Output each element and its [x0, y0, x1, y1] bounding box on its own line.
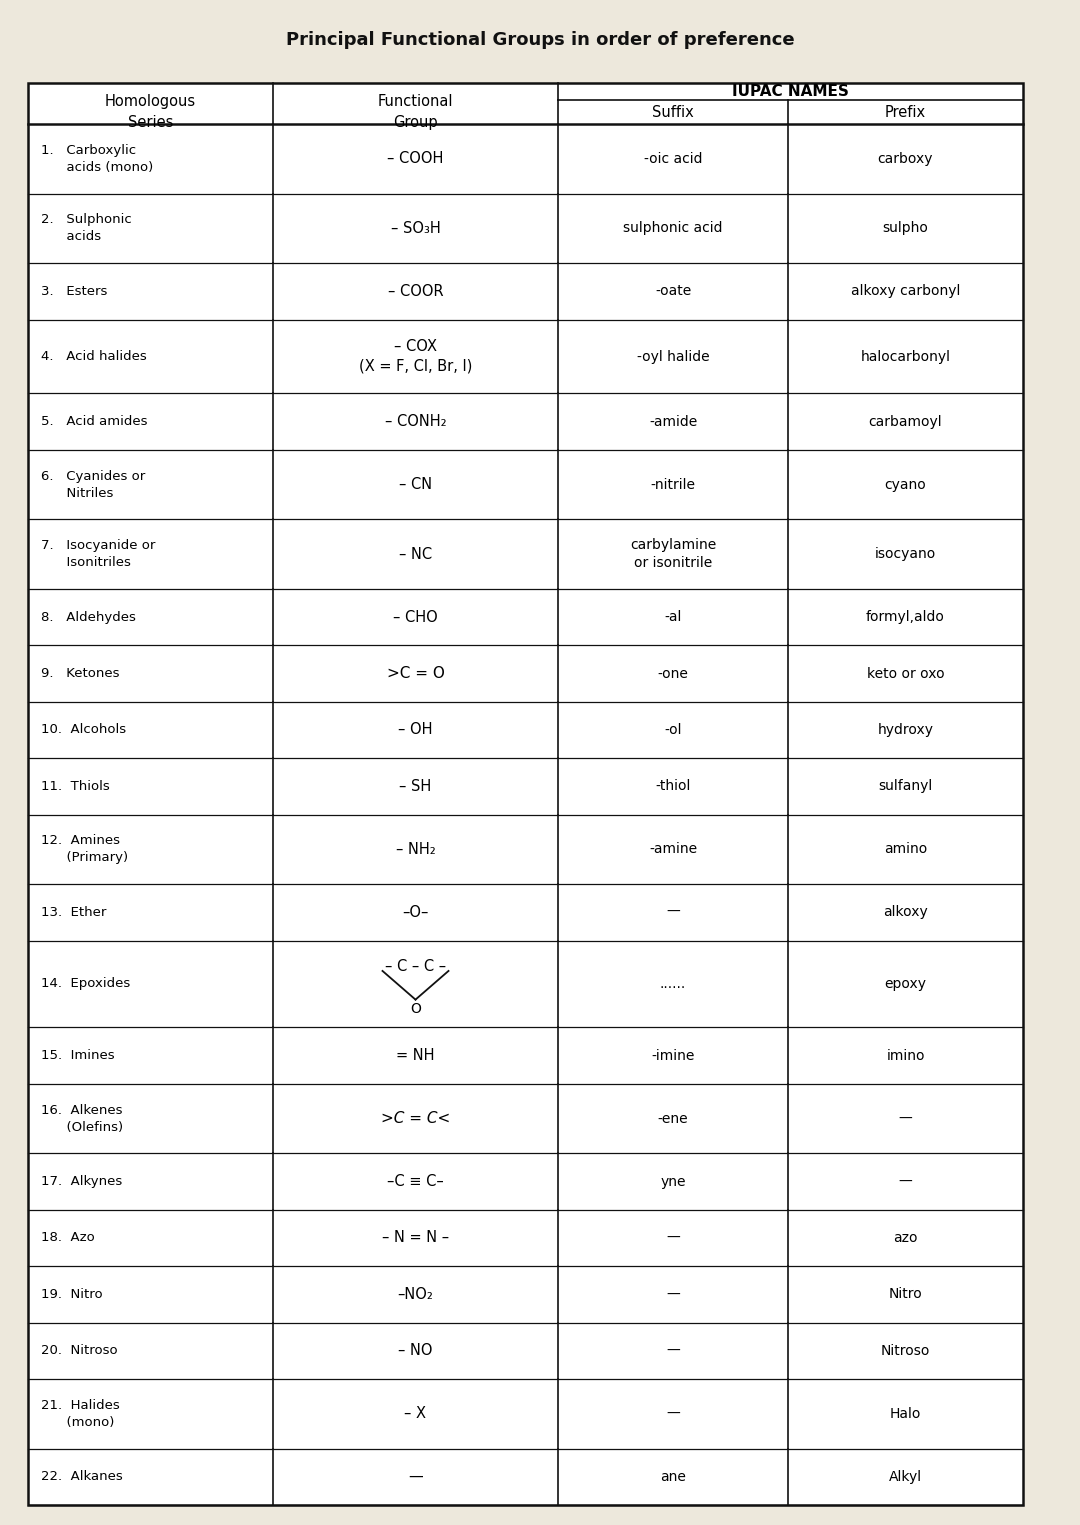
- Text: -nitrile: -nitrile: [650, 477, 696, 491]
- Text: ......: ......: [660, 978, 686, 991]
- Text: 20.  Nitroso: 20. Nitroso: [41, 1345, 118, 1357]
- Text: – N = N –: – N = N –: [382, 1231, 449, 1246]
- Text: carbylamine
or isonitrile: carbylamine or isonitrile: [630, 538, 716, 570]
- Text: —: —: [899, 1174, 913, 1188]
- Text: -ene: -ene: [658, 1112, 688, 1125]
- Text: sulfanyl: sulfanyl: [878, 779, 933, 793]
- Text: -ol: -ol: [664, 723, 681, 737]
- Text: 15.  Imines: 15. Imines: [41, 1049, 114, 1061]
- Text: –NO₂: –NO₂: [397, 1287, 433, 1302]
- Text: 13.  Ether: 13. Ether: [41, 906, 106, 920]
- Text: azo: azo: [893, 1231, 918, 1244]
- Text: – COX
(X = F, Cl, Br, I): – COX (X = F, Cl, Br, I): [359, 339, 472, 374]
- Text: keto or oxo: keto or oxo: [866, 666, 944, 680]
- Text: carboxy: carboxy: [878, 152, 933, 166]
- Text: formyl,aldo: formyl,aldo: [866, 610, 945, 624]
- Text: Halo: Halo: [890, 1408, 921, 1421]
- Text: cyano: cyano: [885, 477, 927, 491]
- Text: -al: -al: [664, 610, 681, 624]
- Text: carbamoyl: carbamoyl: [868, 415, 943, 429]
- Text: hydroxy: hydroxy: [877, 723, 933, 737]
- Text: 6.   Cyanides or
      Nitriles: 6. Cyanides or Nitriles: [41, 470, 145, 500]
- Text: – CN: – CN: [399, 477, 432, 493]
- Text: isocyano: isocyano: [875, 547, 936, 561]
- Text: epoxy: epoxy: [885, 978, 927, 991]
- Text: Nitro: Nitro: [889, 1287, 922, 1301]
- Text: 22.  Alkanes: 22. Alkanes: [41, 1470, 123, 1484]
- Text: alkoxy: alkoxy: [883, 906, 928, 920]
- Text: – SO₃H: – SO₃H: [391, 221, 441, 236]
- Text: 21.  Halides
      (mono): 21. Halides (mono): [41, 1398, 120, 1429]
- Text: -amine: -amine: [649, 842, 697, 857]
- Text: 2.   Sulphonic
      acids: 2. Sulphonic acids: [41, 214, 132, 244]
- Text: —: —: [666, 1344, 680, 1357]
- Text: -one: -one: [658, 666, 688, 680]
- Text: —: —: [666, 906, 680, 920]
- Text: —: —: [899, 1112, 913, 1125]
- Text: – OH: – OH: [399, 723, 433, 738]
- Text: Nitroso: Nitroso: [881, 1344, 930, 1357]
- Text: 3.   Esters: 3. Esters: [41, 285, 107, 297]
- Text: 5.   Acid amides: 5. Acid amides: [41, 415, 148, 429]
- Text: -amide: -amide: [649, 415, 697, 429]
- Text: 1.   Carboxylic
      acids (mono): 1. Carboxylic acids (mono): [41, 143, 153, 174]
- Text: >C = O: >C = O: [387, 666, 445, 682]
- Text: 16.  Alkenes
      (Olefins): 16. Alkenes (Olefins): [41, 1104, 123, 1133]
- Text: 17.  Alkynes: 17. Alkynes: [41, 1176, 122, 1188]
- Text: 11.  Thiols: 11. Thiols: [41, 779, 110, 793]
- Text: – SH: – SH: [400, 779, 432, 795]
- Text: ane: ane: [660, 1470, 686, 1484]
- Text: 9.   Ketones: 9. Ketones: [41, 666, 120, 680]
- Text: 14.  Epoxides: 14. Epoxides: [41, 978, 131, 990]
- Text: -oyl halide: -oyl halide: [637, 349, 710, 363]
- Text: IUPAC NAMES: IUPAC NAMES: [732, 84, 849, 99]
- Text: sulphonic acid: sulphonic acid: [623, 221, 723, 235]
- Text: amino: amino: [883, 842, 927, 857]
- Text: – NC: – NC: [399, 546, 432, 561]
- Text: – X: – X: [405, 1406, 427, 1421]
- Text: Prefix: Prefix: [885, 105, 926, 120]
- Text: -oate: -oate: [654, 285, 691, 299]
- Text: – NH₂: – NH₂: [395, 842, 435, 857]
- Text: —: —: [408, 1469, 423, 1484]
- Text: Suffix: Suffix: [652, 105, 693, 120]
- Text: Homologous
Series: Homologous Series: [105, 95, 197, 130]
- Text: = NH: = NH: [396, 1048, 435, 1063]
- Text: – COOH: – COOH: [388, 151, 444, 166]
- Text: 18.  Azo: 18. Azo: [41, 1232, 95, 1244]
- Text: Principal Functional Groups in order of preference: Principal Functional Groups in order of …: [286, 30, 794, 49]
- Text: – COOR: – COOR: [388, 284, 443, 299]
- Text: – NO: – NO: [399, 1344, 433, 1359]
- Text: -imine: -imine: [651, 1049, 694, 1063]
- Text: —: —: [666, 1408, 680, 1421]
- Text: halocarbonyl: halocarbonyl: [861, 349, 950, 363]
- Text: Functional
Group: Functional Group: [378, 95, 454, 130]
- Text: alkoxy carbonyl: alkoxy carbonyl: [851, 285, 960, 299]
- Text: 4.   Acid halides: 4. Acid halides: [41, 351, 147, 363]
- Text: —: —: [666, 1231, 680, 1244]
- Text: yne: yne: [660, 1174, 686, 1188]
- Text: – C – C –: – C – C –: [384, 959, 446, 974]
- Text: imino: imino: [887, 1049, 924, 1063]
- Text: –O–: –O–: [403, 904, 429, 920]
- Text: >C = C<: >C = C<: [381, 1112, 450, 1125]
- Text: -thiol: -thiol: [656, 779, 691, 793]
- Text: 12.  Amines
      (Primary): 12. Amines (Primary): [41, 834, 129, 865]
- Text: – CHO: – CHO: [393, 610, 437, 625]
- Text: 8.   Aldehydes: 8. Aldehydes: [41, 610, 136, 624]
- Text: —: —: [666, 1287, 680, 1301]
- Text: –C ≡ C–: –C ≡ C–: [387, 1174, 444, 1190]
- Text: sulpho: sulpho: [882, 221, 929, 235]
- Text: 19.  Nitro: 19. Nitro: [41, 1289, 103, 1301]
- Text: 10.  Alcohols: 10. Alcohols: [41, 723, 126, 737]
- Text: O: O: [410, 1002, 421, 1016]
- Text: – CONH₂: – CONH₂: [384, 415, 446, 429]
- Text: 7.   Isocyanide or
      Isonitriles: 7. Isocyanide or Isonitriles: [41, 540, 156, 569]
- Text: Alkyl: Alkyl: [889, 1470, 922, 1484]
- Text: -oic acid: -oic acid: [644, 152, 702, 166]
